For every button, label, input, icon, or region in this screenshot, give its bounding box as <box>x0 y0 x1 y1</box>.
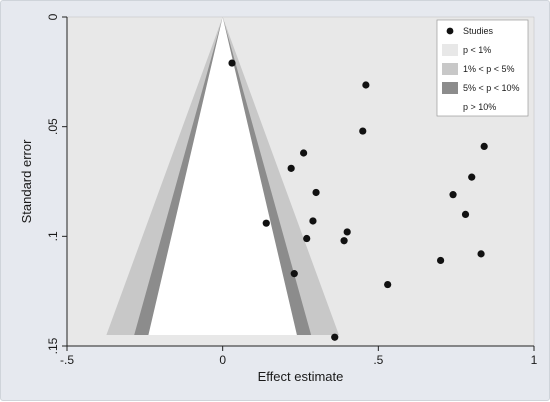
legend-label: p > 10% <box>463 102 496 112</box>
x-tick-label: 1 <box>531 353 538 367</box>
legend-swatch <box>441 100 459 114</box>
study-point <box>480 142 488 151</box>
legend-label: Studies <box>463 26 494 36</box>
x-tick-label: -.5 <box>60 353 74 367</box>
study-point <box>228 59 236 67</box>
legend-marker-studies <box>446 27 454 35</box>
study-point <box>312 188 320 197</box>
study-point <box>262 219 270 227</box>
y-tick-label: .15 <box>46 337 60 354</box>
study-point <box>461 210 470 218</box>
study-point <box>290 270 298 278</box>
y-tick-label: 0 <box>46 13 60 20</box>
legend-label: p < 1% <box>463 45 491 55</box>
study-point <box>468 173 476 181</box>
y-tick-label: .05 <box>46 118 60 135</box>
study-point <box>343 228 351 236</box>
x-tick-label: 0 <box>219 353 226 367</box>
x-axis-title: Effect estimate <box>258 369 344 384</box>
legend-swatch <box>442 82 458 94</box>
study-point <box>300 149 308 157</box>
study-point <box>437 256 445 265</box>
x-tick-label: .5 <box>373 353 383 367</box>
y-axis-title: Standard error <box>19 139 34 223</box>
legend-swatch <box>442 44 458 56</box>
legend-label: 5% < p < 10% <box>463 83 520 93</box>
study-point <box>340 237 348 245</box>
points-layer <box>228 59 488 341</box>
legend: Studies p < 1% 1% < p < 5% 5% < p < 10% p > … <box>436 19 529 117</box>
study-point <box>303 234 311 243</box>
contour-region-0 <box>148 17 297 336</box>
study-point <box>477 250 485 258</box>
study-point <box>309 217 317 225</box>
study-point <box>449 191 457 199</box>
legend-swatch <box>442 63 458 75</box>
axes: -.5 0 .5 1 Effect estimate 0 .05 .1 .15 Standard … <box>19 13 538 384</box>
study-point <box>331 333 339 341</box>
legend-label: 1% < p < 5% <box>463 64 515 74</box>
y-tick-label: .1 <box>46 231 60 241</box>
study-point <box>359 127 367 135</box>
study-point <box>362 81 370 89</box>
study-point <box>287 164 295 172</box>
study-point <box>384 280 392 289</box>
